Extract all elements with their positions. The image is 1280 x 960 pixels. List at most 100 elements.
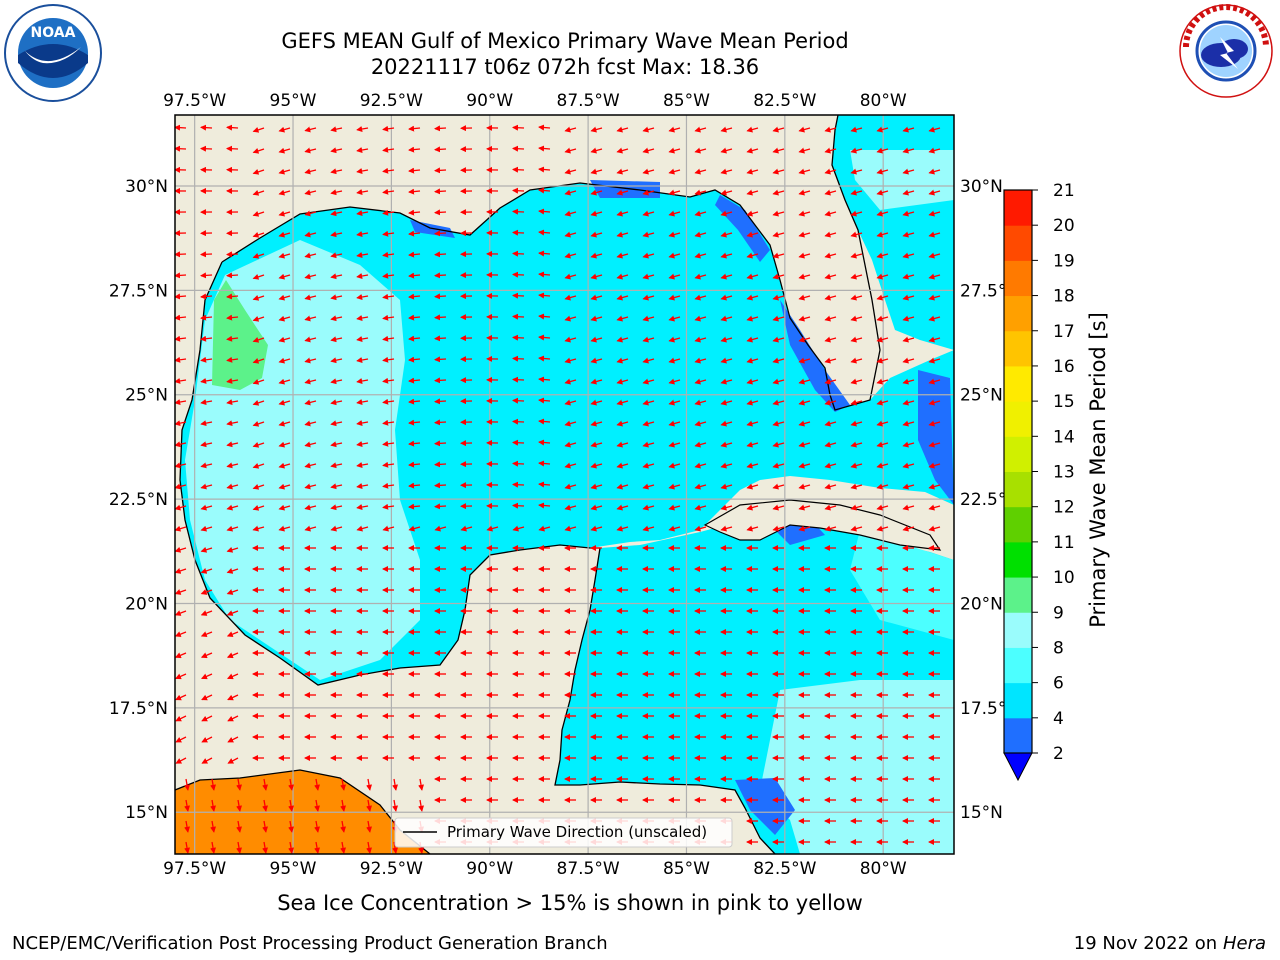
wave-direction-arrow xyxy=(850,441,863,448)
wave-direction-arrow xyxy=(408,419,421,426)
wave-direction-arrow xyxy=(226,589,239,595)
wave-direction-arrow xyxy=(772,462,785,469)
wave-direction-arrow xyxy=(590,504,603,511)
wave-direction-arrow xyxy=(330,462,343,469)
colorbar-segment xyxy=(1004,612,1032,648)
lon-tick-label-bottom: 80°W xyxy=(860,859,907,879)
wave-direction-arrow xyxy=(278,189,291,196)
wave-direction-arrow xyxy=(408,461,421,468)
map-legend: Primary Wave Direction (unscaled) xyxy=(394,817,733,848)
wave-direction-arrow xyxy=(175,694,187,701)
colorbar-segment xyxy=(1004,471,1032,508)
wave-direction-arrow xyxy=(226,314,239,321)
wave-direction-arrow xyxy=(590,462,603,469)
wave-direction-arrow xyxy=(876,441,889,448)
wave-direction-arrow xyxy=(184,799,190,812)
wave-direction-arrow xyxy=(392,799,398,812)
wave-direction-arrow xyxy=(798,315,811,322)
wave-direction-arrow xyxy=(902,126,915,133)
wave-direction-arrow xyxy=(330,504,343,511)
wave-direction-arrow xyxy=(538,229,551,236)
wave-direction-arrow xyxy=(330,273,343,280)
wave-direction-arrow xyxy=(564,189,577,196)
wave-direction-arrow xyxy=(252,148,265,154)
wave-direction-arrow xyxy=(175,251,187,258)
wave-direction-arrow xyxy=(418,778,424,791)
wave-direction-arrow xyxy=(175,525,187,532)
wave-direction-arrow xyxy=(746,525,759,532)
wave-direction-arrow xyxy=(200,631,213,637)
wave-direction-arrow xyxy=(720,315,733,322)
wave-direction-arrow xyxy=(200,377,213,384)
wave-direction-arrow xyxy=(262,778,268,791)
date-text: 19 Nov 2022 on xyxy=(1073,933,1218,954)
wave-direction-arrow xyxy=(434,251,447,258)
wave-direction-arrow xyxy=(720,483,733,490)
wave-direction-arrow xyxy=(236,799,242,812)
lon-tick-label-top: 87.5°W xyxy=(557,91,620,111)
wave-direction-arrow xyxy=(418,799,424,812)
wave-direction-arrow xyxy=(538,334,551,341)
lat-tick-label-left: 15°N xyxy=(125,803,168,823)
wave-direction-arrow xyxy=(382,398,395,405)
wave-direction-arrow xyxy=(434,272,447,279)
wave-direction-arrow xyxy=(252,484,265,490)
wave-direction-arrow xyxy=(538,250,551,257)
lon-tick-label-bottom: 87.5°W xyxy=(557,859,620,879)
wave-direction-arrow xyxy=(694,126,707,133)
wave-direction-arrow xyxy=(226,251,239,258)
wave-direction-arrow xyxy=(356,525,369,532)
wave-direction-arrow xyxy=(226,335,239,342)
wave-direction-arrow xyxy=(668,231,681,238)
wave-direction-arrow xyxy=(512,271,525,278)
wave-direction-arrow xyxy=(746,294,759,301)
wave-direction-arrow xyxy=(340,778,346,791)
wave-direction-arrow xyxy=(356,210,369,216)
wave-direction-arrow xyxy=(694,483,707,490)
wave-direction-arrow xyxy=(590,525,603,532)
wave-direction-arrow xyxy=(304,294,317,301)
wave-direction-arrow xyxy=(175,652,187,659)
wave-direction-arrow xyxy=(772,231,785,238)
wave-direction-arrow xyxy=(278,315,291,322)
wave-direction-arrow xyxy=(408,356,421,363)
wave-direction-arrow xyxy=(434,440,447,447)
wave-direction-arrow xyxy=(226,441,239,448)
wave-direction-arrow xyxy=(616,420,629,427)
wave-direction-arrow xyxy=(642,231,655,238)
wave-direction-arrow xyxy=(668,294,681,301)
colorbar-segment xyxy=(1004,717,1032,754)
wave-direction-arrow xyxy=(252,295,265,301)
wave-direction-arrow xyxy=(200,483,213,490)
wave-direction-arrow xyxy=(590,441,603,448)
wave-direction-arrow xyxy=(175,293,187,300)
wave-direction-arrow xyxy=(356,231,369,237)
wave-direction-arrow xyxy=(694,252,707,259)
wave-direction-arrow xyxy=(564,504,577,511)
sea-ice-note: Sea Ice Concentration > 15% is shown in … xyxy=(277,891,863,915)
colorbar-segment xyxy=(1004,365,1032,402)
wave-direction-arrow xyxy=(876,189,889,196)
wave-direction-arrow xyxy=(175,483,187,490)
wave-direction-arrow xyxy=(928,231,941,238)
wave-direction-arrow xyxy=(772,504,785,511)
wave-direction-arrow xyxy=(278,168,291,175)
lon-tick-label-bottom: 97.5°W xyxy=(163,859,226,879)
wave-direction-arrow xyxy=(824,315,837,322)
wave-direction-arrow xyxy=(772,210,785,217)
colorbar-tick-label: 20 xyxy=(1053,216,1075,236)
wave-direction-arrow xyxy=(590,399,603,406)
wave-direction-arrow xyxy=(694,210,707,217)
wave-direction-arrow xyxy=(850,336,863,343)
wave-direction-arrow xyxy=(616,252,629,259)
wave-direction-arrow xyxy=(772,378,785,385)
colorbar-segment xyxy=(1004,295,1032,332)
lat-tick-label-left: 17.5°N xyxy=(109,699,168,719)
lon-tick-label-top: 92.5°W xyxy=(360,91,423,111)
colorbar-segment xyxy=(1004,330,1032,367)
wave-direction-arrow xyxy=(746,504,759,511)
colorbar-segment xyxy=(1004,577,1032,613)
wave-direction-arrow xyxy=(850,294,863,301)
wave-direction-arrow xyxy=(304,210,317,217)
wave-direction-arrow xyxy=(928,210,941,217)
